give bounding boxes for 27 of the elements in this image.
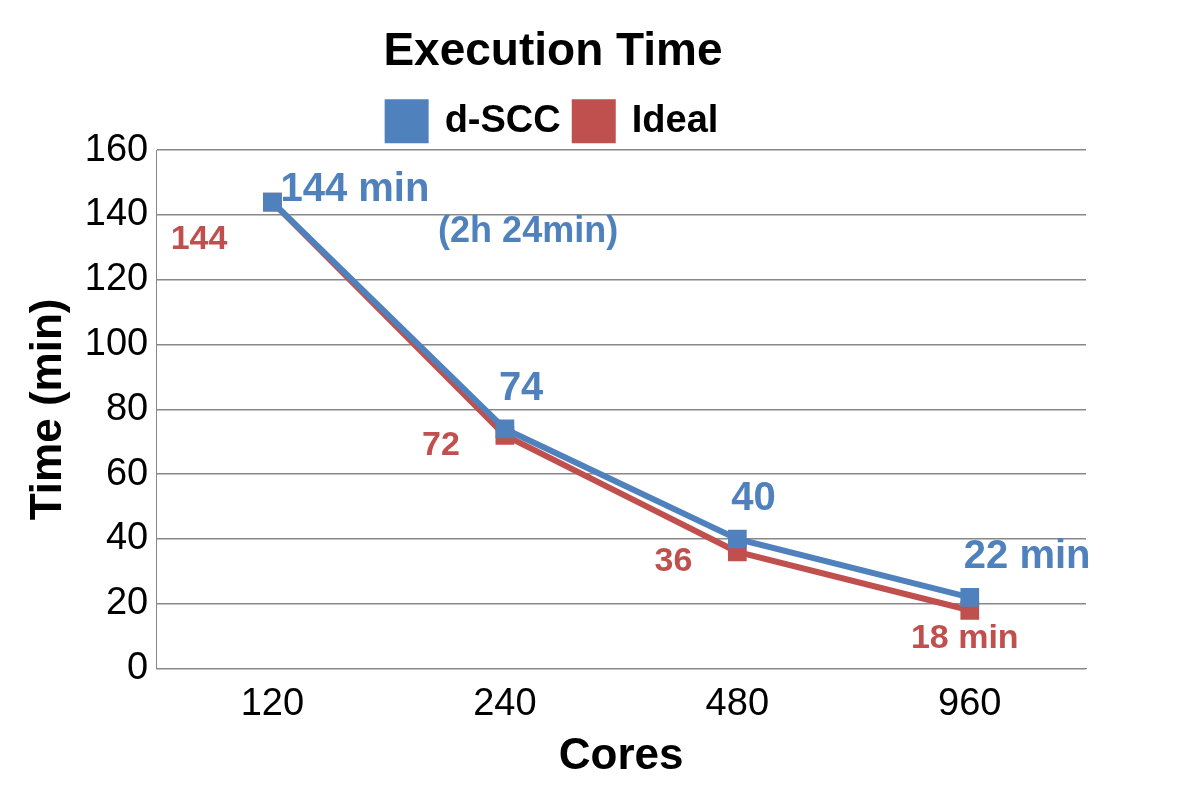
y-tick-label: 0 [127,645,149,688]
y-tick-label: 140 [84,191,149,234]
y-tick-label: 40 [105,515,149,558]
x-tick-label: 960 [938,680,1002,723]
data-label: 144 min [280,165,430,210]
y-tick-label: 20 [105,580,149,623]
x-tick-label: 120 [240,680,305,723]
y-tick-label: 160 [84,126,149,169]
chart-title: Execution Time [383,23,723,76]
y-tick-label: 120 [84,256,149,299]
y-tick-label: 100 [84,321,149,364]
data-label: 18 min [910,616,1019,655]
annotation: (2h 24min) [438,209,619,251]
data-label: 74 [498,363,545,408]
data-label: 144 [170,218,228,257]
legend-label: d-SCC [444,97,561,140]
x-axis-title: Cores [558,728,684,778]
data-label: 36 [654,540,693,579]
x-tick-label: 240 [473,680,537,723]
data-label: 72 [422,423,460,462]
data-label: 40 [731,474,776,519]
x-tick-label: 480 [705,680,770,723]
legend-label: Ideal [631,97,719,140]
y-axis-title: Time (min) [20,298,70,521]
data-label: 22 min [963,532,1091,577]
y-tick-label: 60 [105,450,149,493]
y-tick-label: 80 [105,385,149,428]
